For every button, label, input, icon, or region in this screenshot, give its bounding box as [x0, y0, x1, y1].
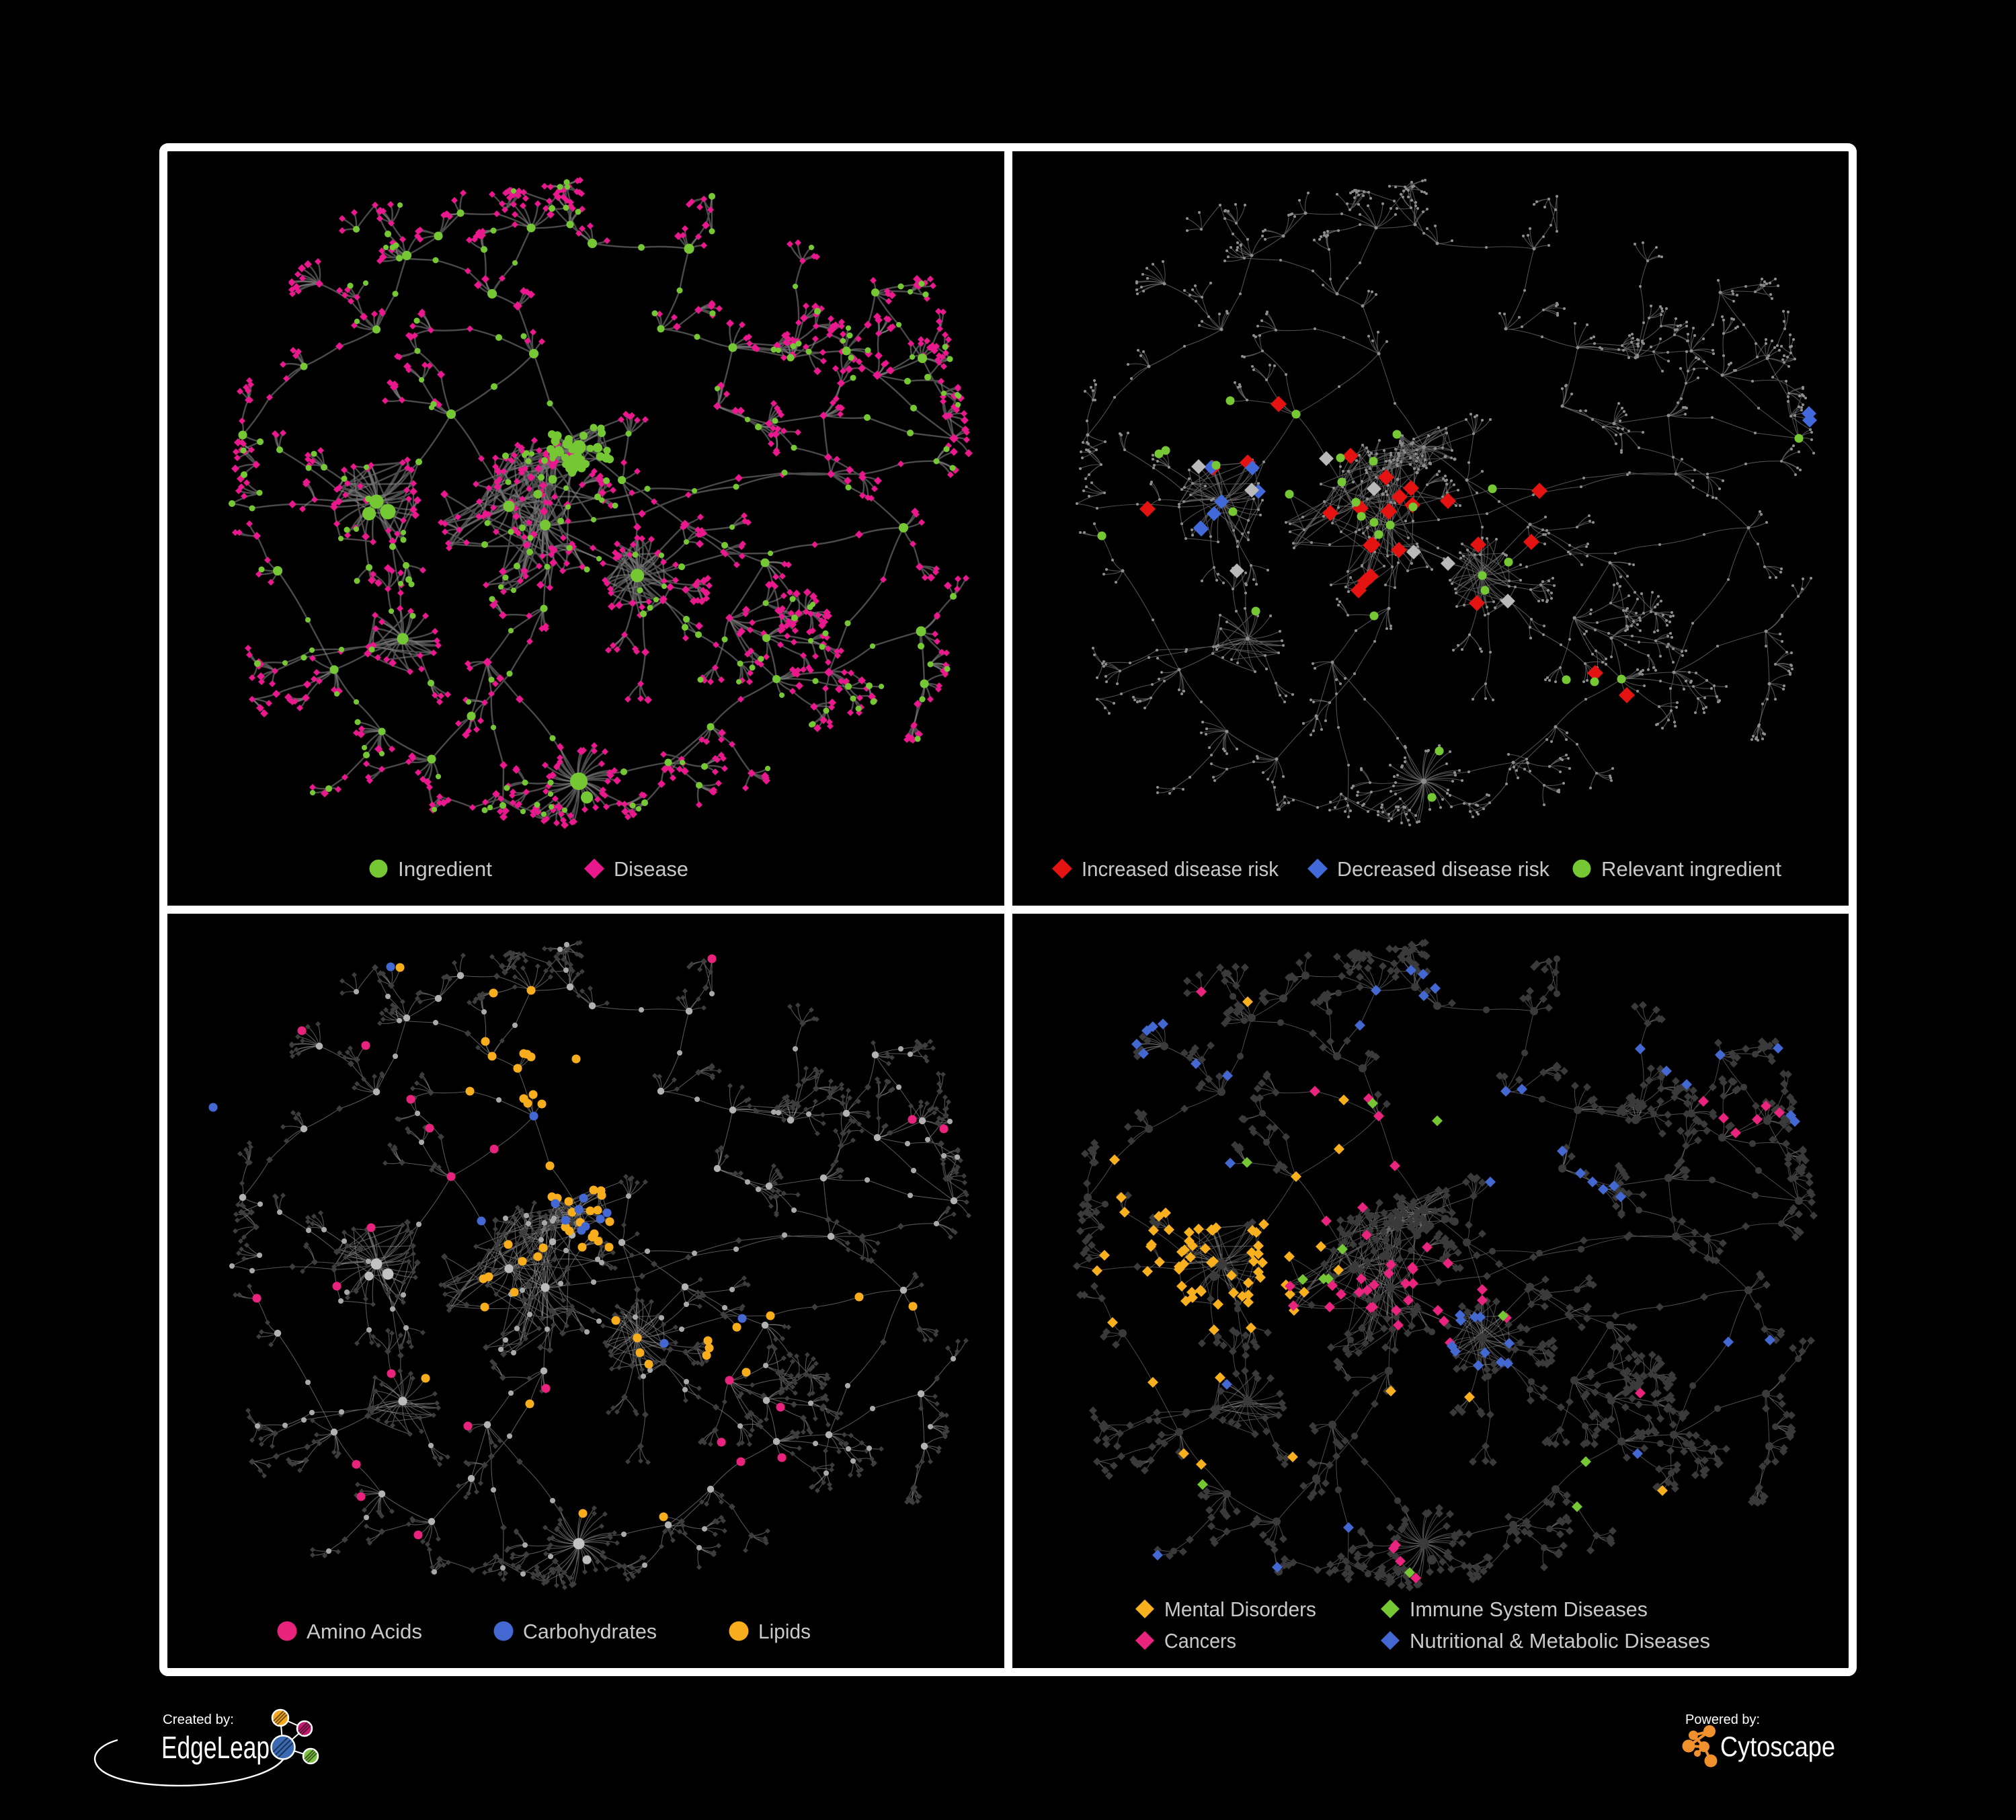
svg-text:Carbohydrates: Carbohydrates	[523, 1620, 657, 1643]
svg-text:Amino Acids: Amino Acids	[307, 1620, 422, 1643]
svg-text:Relevant ingredient: Relevant ingredient	[1601, 857, 1781, 881]
svg-text:Ingredient: Ingredient	[398, 857, 492, 881]
svg-text:Immune System Diseases: Immune System Diseases	[1410, 1597, 1648, 1621]
svg-text:EdgeLeap: EdgeLeap	[161, 1730, 270, 1765]
svg-text:Decreased disease risk: Decreased disease risk	[1337, 857, 1549, 881]
svg-text:Lipids: Lipids	[758, 1620, 811, 1643]
svg-text:Disease: Disease	[614, 857, 688, 881]
svg-text:Cytoscape: Cytoscape	[1720, 1731, 1835, 1762]
svg-text:Nutritional & Metabolic Diseas: Nutritional & Metabolic Diseases	[1410, 1629, 1710, 1653]
svg-text:Cancers: Cancers	[1164, 1629, 1236, 1653]
svg-text:Mental Disorders: Mental Disorders	[1164, 1597, 1316, 1621]
svg-text:Powered by:: Powered by:	[1685, 1712, 1760, 1727]
svg-text:Increased disease risk: Increased disease risk	[1082, 857, 1279, 881]
svg-text:Created by:: Created by:	[163, 1712, 234, 1727]
